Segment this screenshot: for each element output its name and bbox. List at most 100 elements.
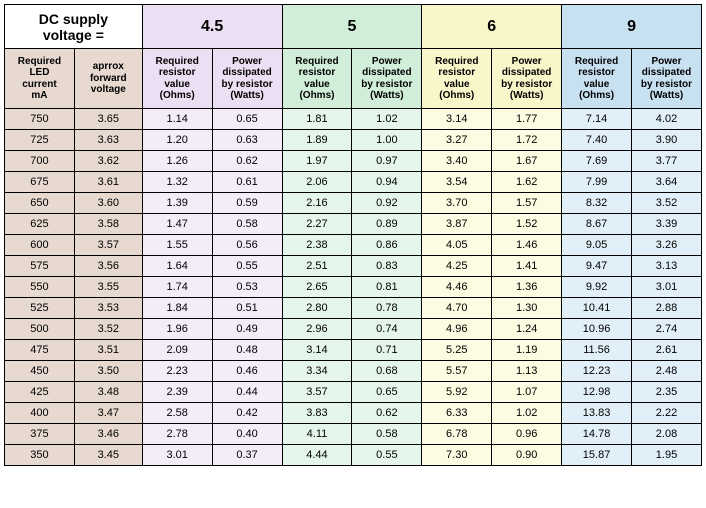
cell: 1.02 <box>492 403 562 424</box>
table-row: 7003.621.260.621.970.973.401.677.693.77 <box>5 151 702 172</box>
cell: 1.20 <box>142 130 212 151</box>
cell: 1.57 <box>492 193 562 214</box>
cell: 1.74 <box>142 277 212 298</box>
cell: 1.02 <box>352 109 422 130</box>
cell: 3.57 <box>74 235 142 256</box>
header-volt-5: 5 <box>282 5 422 49</box>
header-row-voltages: DC supplyvoltage = 4.5 5 6 9 <box>5 5 702 49</box>
cell: 3.55 <box>74 277 142 298</box>
col-hdr-r5: Requiredresistorvalue(Ohms) <box>282 49 352 109</box>
cell: 5.25 <box>422 340 492 361</box>
cell: 3.52 <box>632 193 702 214</box>
cell: 3.65 <box>74 109 142 130</box>
cell: 0.49 <box>212 319 282 340</box>
table-row: 4753.512.090.483.140.715.251.1911.562.61 <box>5 340 702 361</box>
cell: 650 <box>5 193 75 214</box>
cell: 475 <box>5 340 75 361</box>
cell: 1.95 <box>632 445 702 466</box>
cell: 3.56 <box>74 256 142 277</box>
cell: 2.51 <box>282 256 352 277</box>
cell: 1.14 <box>142 109 212 130</box>
cell: 3.64 <box>632 172 702 193</box>
cell: 11.56 <box>562 340 632 361</box>
cell: 2.74 <box>632 319 702 340</box>
cell: 4.05 <box>422 235 492 256</box>
cell: 3.54 <box>422 172 492 193</box>
cell: 1.26 <box>142 151 212 172</box>
cell: 675 <box>5 172 75 193</box>
table-row: 5253.531.840.512.800.784.701.3010.412.88 <box>5 298 702 319</box>
cell: 0.40 <box>212 424 282 445</box>
header-volt-45: 4.5 <box>142 5 282 49</box>
cell: 0.59 <box>212 193 282 214</box>
cell: 3.13 <box>632 256 702 277</box>
table-row: 6253.581.470.582.270.893.871.528.673.39 <box>5 214 702 235</box>
cell: 2.65 <box>282 277 352 298</box>
cell: 4.11 <box>282 424 352 445</box>
table-row: 5503.551.740.532.650.814.461.369.923.01 <box>5 277 702 298</box>
cell: 2.23 <box>142 361 212 382</box>
cell: 1.24 <box>492 319 562 340</box>
cell: 1.52 <box>492 214 562 235</box>
cell: 350 <box>5 445 75 466</box>
cell: 3.60 <box>74 193 142 214</box>
cell: 525 <box>5 298 75 319</box>
cell: 3.53 <box>74 298 142 319</box>
cell: 1.13 <box>492 361 562 382</box>
cell: 1.36 <box>492 277 562 298</box>
cell: 2.88 <box>632 298 702 319</box>
header-title: DC supplyvoltage = <box>5 5 143 49</box>
cell: 575 <box>5 256 75 277</box>
cell: 3.48 <box>74 382 142 403</box>
cell: 15.87 <box>562 445 632 466</box>
table-row: 7503.651.140.651.811.023.141.777.144.02 <box>5 109 702 130</box>
cell: 3.77 <box>632 151 702 172</box>
cell: 725 <box>5 130 75 151</box>
header-volt-9: 9 <box>562 5 702 49</box>
cell: 1.39 <box>142 193 212 214</box>
cell: 4.96 <box>422 319 492 340</box>
cell: 14.78 <box>562 424 632 445</box>
cell: 6.78 <box>422 424 492 445</box>
table-row: 3753.462.780.404.110.586.780.9614.782.08 <box>5 424 702 445</box>
table-row: 6503.601.390.592.160.923.701.578.323.52 <box>5 193 702 214</box>
cell: 3.62 <box>74 151 142 172</box>
cell: 3.57 <box>282 382 352 403</box>
cell: 0.78 <box>352 298 422 319</box>
cell: 3.45 <box>74 445 142 466</box>
cell: 4.46 <box>422 277 492 298</box>
cell: 0.62 <box>352 403 422 424</box>
cell: 450 <box>5 361 75 382</box>
col-hdr-p45: Powerdissipatedby resistor(Watts) <box>212 49 282 109</box>
cell: 3.51 <box>74 340 142 361</box>
cell: 1.89 <box>282 130 352 151</box>
cell: 3.14 <box>422 109 492 130</box>
cell: 10.41 <box>562 298 632 319</box>
cell: 1.46 <box>492 235 562 256</box>
cell: 3.70 <box>422 193 492 214</box>
cell: 4.02 <box>632 109 702 130</box>
cell: 2.80 <box>282 298 352 319</box>
cell: 375 <box>5 424 75 445</box>
cell: 0.48 <box>212 340 282 361</box>
cell: 4.44 <box>282 445 352 466</box>
cell: 9.47 <box>562 256 632 277</box>
cell: 3.01 <box>142 445 212 466</box>
col-hdr-p9: Powerdissipatedby resistor(Watts) <box>632 49 702 109</box>
cell: 3.27 <box>422 130 492 151</box>
cell: 3.34 <box>282 361 352 382</box>
cell: 0.55 <box>212 256 282 277</box>
table-row: 3503.453.010.374.440.557.300.9015.871.95 <box>5 445 702 466</box>
cell: 4.70 <box>422 298 492 319</box>
cell: 0.58 <box>212 214 282 235</box>
cell: 0.61 <box>212 172 282 193</box>
led-resistor-table: DC supplyvoltage = 4.5 5 6 9 RequiredLED… <box>4 4 702 466</box>
cell: 7.99 <box>562 172 632 193</box>
cell: 1.97 <box>282 151 352 172</box>
cell: 0.74 <box>352 319 422 340</box>
cell: 0.62 <box>212 151 282 172</box>
cell: 3.47 <box>74 403 142 424</box>
cell: 0.58 <box>352 424 422 445</box>
cell: 0.53 <box>212 277 282 298</box>
cell: 2.09 <box>142 340 212 361</box>
